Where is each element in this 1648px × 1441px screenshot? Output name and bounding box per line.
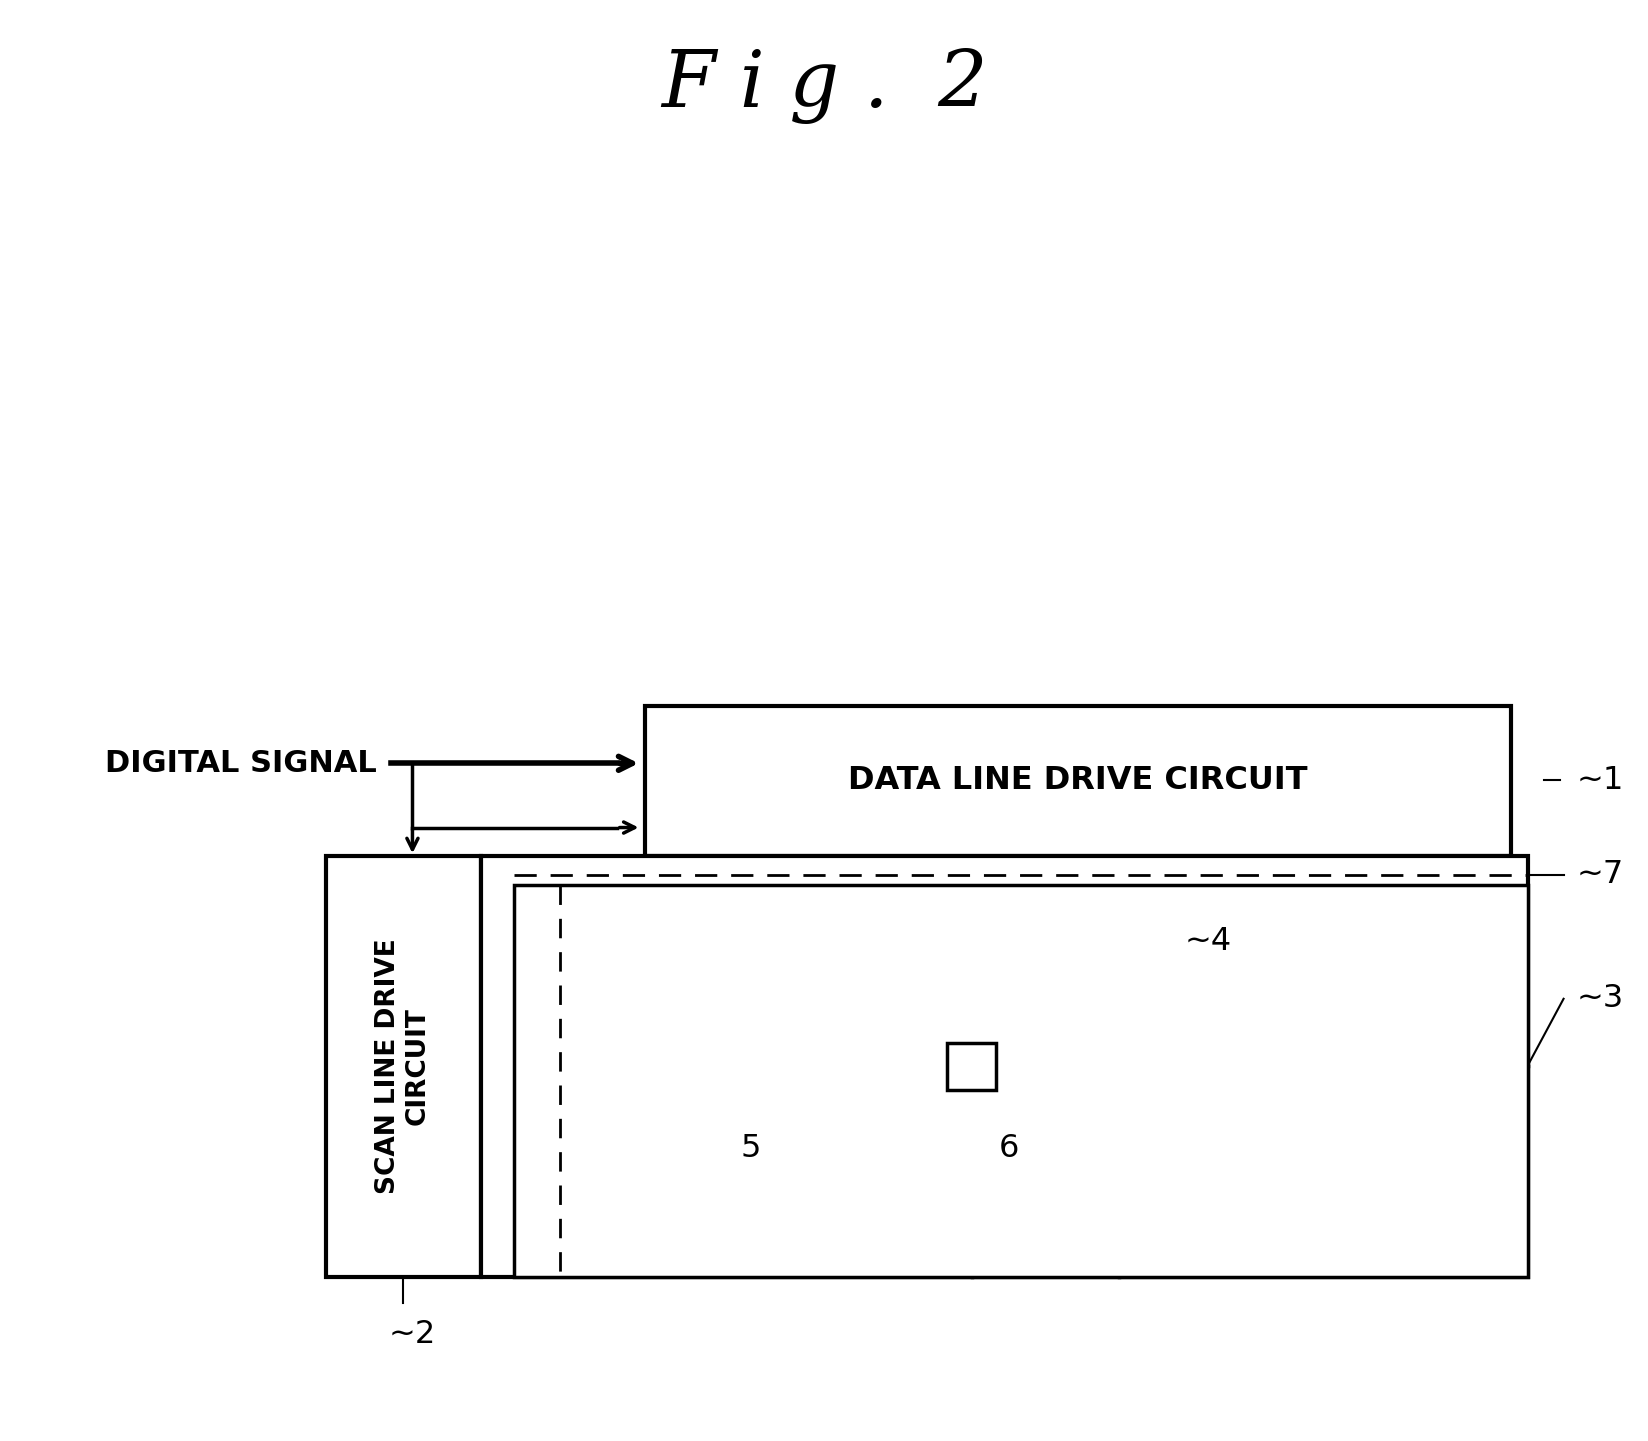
Bar [946,1043,995,1091]
Text: SCAN LINE DRIVE
CIRCUIT: SCAN LINE DRIVE CIRCUIT [374,938,430,1193]
Text: DATA LINE DRIVE CIRCUIT: DATA LINE DRIVE CIRCUIT [847,765,1307,795]
Bar [481,856,1526,1277]
Text: ~1: ~1 [1575,765,1623,795]
Text: ~2: ~2 [389,1319,435,1350]
Text: ~4: ~4 [1183,927,1231,957]
Text: 5: 5 [740,1133,761,1164]
Bar [644,706,1510,856]
Text: F i g .  2: F i g . 2 [661,48,987,124]
Text: ~3: ~3 [1575,983,1623,1014]
Text: 6: 6 [999,1133,1018,1164]
Bar [326,856,481,1277]
Text: ~7: ~7 [1575,859,1623,891]
Bar [514,885,1526,1277]
Text: DIGITAL SIGNAL: DIGITAL SIGNAL [105,749,377,778]
